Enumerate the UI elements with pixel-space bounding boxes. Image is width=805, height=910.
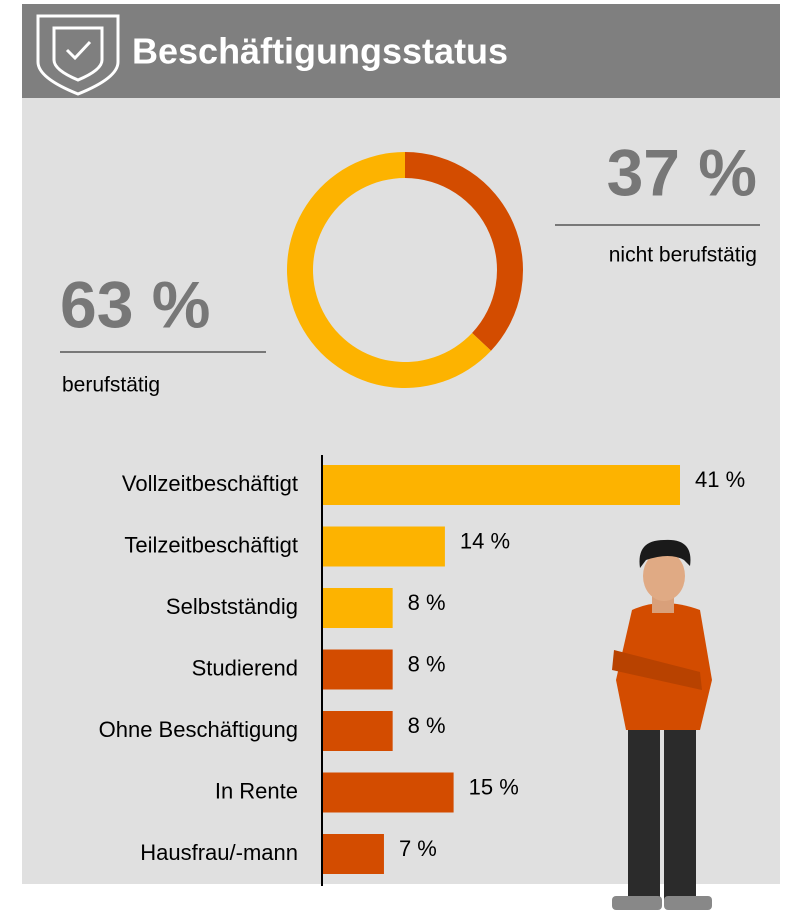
- bar-value-label: 15 %: [469, 774, 519, 799]
- bar-value-label: 8 %: [408, 590, 446, 615]
- bar-category-label: Teilzeitbeschäftigt: [124, 532, 298, 557]
- bar: [323, 834, 384, 874]
- bar-category-label: Vollzeitbeschäftigt: [122, 471, 298, 496]
- donut-category-label: nicht berufstätig: [609, 244, 757, 267]
- bar: [323, 773, 454, 813]
- donut-value-label: 63 %: [60, 267, 210, 341]
- donut-value-label: 37 %: [607, 135, 757, 209]
- bar: [323, 650, 393, 690]
- bar-value-label: 8 %: [408, 651, 446, 676]
- bar-value-label: 14 %: [460, 528, 510, 553]
- bar-category-label: Studierend: [192, 655, 298, 680]
- bar: [323, 527, 445, 567]
- bar-category-label: In Rente: [215, 778, 298, 803]
- header-title: Beschäftigungsstatus: [132, 31, 508, 72]
- bar-value-label: 41 %: [695, 467, 745, 492]
- bar-category-label: Selbstständig: [166, 594, 298, 619]
- bar: [323, 588, 393, 628]
- bar: [323, 711, 393, 751]
- bar-value-label: 7 %: [399, 836, 437, 861]
- bar-value-label: 8 %: [408, 713, 446, 738]
- bar-category-label: Hausfrau/-mann: [140, 840, 298, 865]
- infographic: Beschäftigungsstatus 37 % nicht berufstä…: [0, 0, 805, 910]
- donut-category-label: berufstätig: [62, 374, 160, 397]
- bar: [323, 465, 680, 505]
- bar-category-label: Ohne Beschäftigung: [99, 717, 298, 742]
